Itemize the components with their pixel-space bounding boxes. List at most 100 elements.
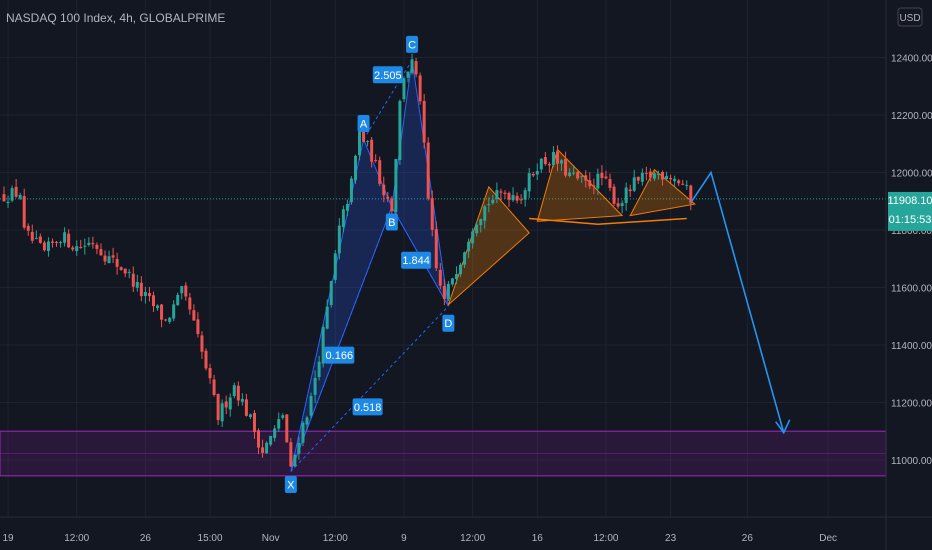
- countdown-label: 01:15:53: [889, 214, 932, 226]
- candle-body: [240, 399, 244, 402]
- x-tick-label: 16: [532, 533, 544, 544]
- candle-body: [147, 293, 151, 297]
- candle-body: [535, 171, 539, 175]
- candle-body: [612, 186, 616, 204]
- neckline: [529, 217, 687, 226]
- candle-body: [168, 317, 172, 322]
- candle-body: [459, 264, 463, 275]
- candle-body: [252, 412, 256, 433]
- x-tick-label: 19: [2, 533, 14, 544]
- ratio-label-bg: [401, 251, 432, 269]
- candle-body: [184, 285, 188, 297]
- y-tick-label: 12200.00: [891, 111, 932, 122]
- candle-body: [588, 180, 592, 187]
- currency-button[interactable]: USD: [897, 7, 923, 27]
- candle-body: [87, 242, 91, 245]
- support-zone[interactable]: [0, 430, 887, 477]
- candle-body: [293, 454, 297, 467]
- candle-body: [394, 159, 398, 213]
- candle-body: [628, 189, 632, 192]
- candle-body: [180, 286, 184, 294]
- candle-body: [143, 291, 147, 296]
- candle-body: [398, 100, 402, 160]
- candle-body: [640, 172, 644, 182]
- candle-body: [450, 278, 454, 285]
- candle-body: [648, 171, 652, 178]
- candle-body: [349, 178, 353, 203]
- x-tick-label: 23: [665, 533, 677, 544]
- candle-body: [99, 249, 103, 256]
- x-tick-label: Dec: [819, 533, 837, 544]
- candle-body: [265, 442, 269, 454]
- candle-body: [200, 335, 204, 352]
- chart-title: NASDAQ 100 Index, 4h, GLOBALPRIME: [6, 11, 225, 25]
- candle-body: [325, 306, 329, 329]
- candle-body: [527, 173, 531, 192]
- harmonic-ratio-line: [290, 206, 393, 472]
- x-tick-label: 12:00: [460, 533, 485, 544]
- candle-body: [422, 100, 426, 143]
- y-tick-label: 11200.00: [891, 399, 932, 410]
- candle-body: [313, 377, 317, 395]
- candle-body: [269, 435, 273, 445]
- candle-body: [644, 172, 648, 174]
- candle-body: [543, 157, 547, 165]
- candle-body: [273, 428, 277, 438]
- candle-body: [479, 219, 483, 226]
- point-label-a-bg: [357, 114, 370, 132]
- x-tick-label: 9: [401, 533, 407, 544]
- currency-label: USD: [899, 13, 920, 24]
- candle-body: [2, 194, 6, 202]
- candle-body: [91, 243, 95, 245]
- candle-body: [608, 179, 612, 188]
- candle-body: [414, 61, 418, 75]
- candle-body: [483, 206, 487, 221]
- candle-body: [192, 310, 196, 321]
- candle-body: [212, 379, 216, 395]
- candle-body: [438, 269, 442, 286]
- harmonic-ratio-line: [391, 206, 449, 307]
- y-tick-label: 11000.00: [891, 456, 932, 467]
- candle-body: [18, 194, 22, 199]
- candle-body: [228, 397, 232, 410]
- candle-body: [107, 256, 111, 264]
- candle-body: [600, 172, 604, 178]
- candle-body: [188, 297, 192, 310]
- candle-body: [624, 187, 628, 203]
- candle-body: [34, 238, 38, 240]
- candle-body: [26, 225, 30, 231]
- candle-body: [103, 255, 107, 262]
- candle-body: [176, 294, 180, 306]
- candle-body: [135, 281, 139, 288]
- candle-body: [507, 192, 511, 200]
- candle-body: [22, 196, 26, 228]
- candle-body: [677, 180, 681, 184]
- candle-body: [661, 171, 665, 180]
- candle-body: [681, 183, 685, 185]
- candle-body: [669, 177, 673, 180]
- candle-body: [244, 399, 248, 416]
- candle-body: [224, 401, 228, 408]
- candle-body: [410, 59, 414, 73]
- x-tick-label: 12:00: [323, 533, 348, 544]
- candle-body: [123, 268, 127, 274]
- candle-body: [596, 173, 600, 189]
- x-tick-label: 26: [742, 533, 754, 544]
- candle-body: [289, 442, 293, 467]
- candle-body: [418, 75, 422, 102]
- candle-body: [386, 196, 390, 199]
- candle-body: [6, 201, 10, 204]
- candle-body: [652, 173, 656, 179]
- candle-body: [685, 184, 689, 186]
- candle-body: [523, 190, 527, 200]
- ratio-label: 0.166: [326, 350, 354, 362]
- ratio-label: 1.844: [402, 255, 430, 267]
- candle-body: [503, 192, 507, 194]
- candle-body: [689, 185, 693, 204]
- candle-body: [119, 267, 123, 270]
- candle-body: [305, 417, 309, 425]
- candle-body: [463, 252, 467, 265]
- projection-arrow[interactable]: [690, 170, 791, 435]
- candle-body: [382, 184, 386, 196]
